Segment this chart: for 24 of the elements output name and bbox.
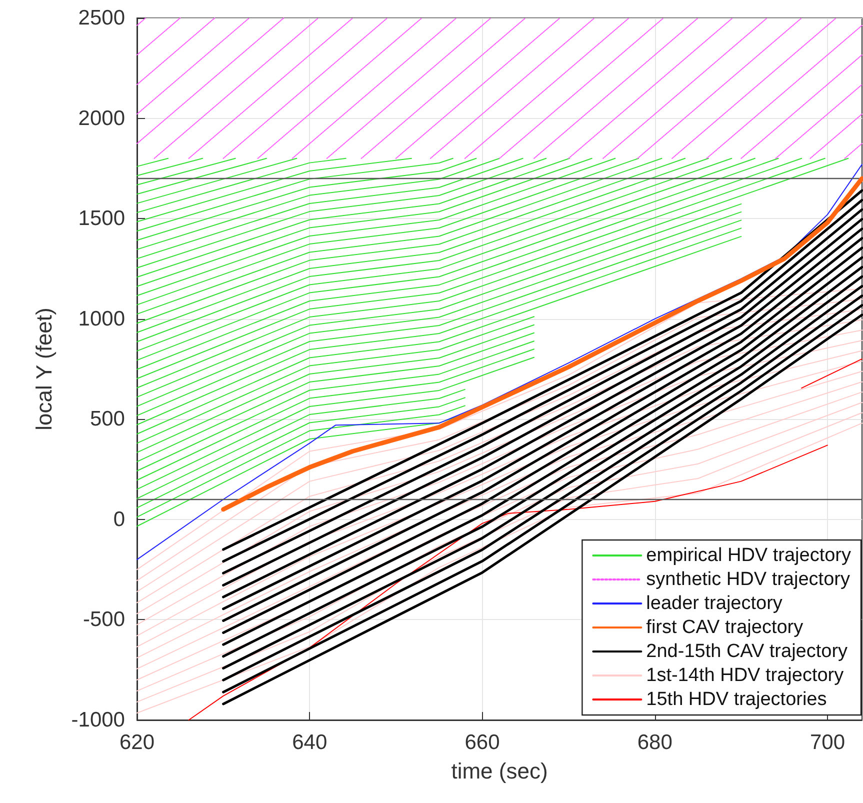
legend-label: empirical HDV trajectory [646,545,852,566]
x-tick-label: 700 [810,731,845,754]
legend-label: 1st-14th HDV trajectory [646,665,844,686]
x-tick-label: 680 [637,731,672,754]
y-tick-label: 2500 [78,6,125,30]
y-tick-label: -500 [82,608,125,632]
x-tick-label: 640 [292,731,328,754]
legend-label: 2nd-15th CAV trajectory [646,641,848,662]
y-tick-label: 1000 [78,307,125,330]
y-tick-label: -1000 [71,708,125,732]
y-tick-label: 500 [90,408,125,431]
legend-label: synthetic HDV trajectory [646,569,850,590]
y-tick-label: 0 [113,508,125,531]
line-series [136,158,477,241]
y-tick-label: 2000 [78,106,125,130]
y-tick-label: 1500 [78,207,125,230]
legend-label: 15th HDV trajectories [646,689,827,710]
x-axis-title: time (sec) [451,758,548,784]
y-axis-title: local Y (feet) [32,308,56,430]
line-series [136,158,454,232]
legend-label: first CAV trajectory [646,617,804,638]
x-tick-label: 620 [119,731,155,754]
legend-label: leader trajectory [646,593,783,614]
x-tick-label: 660 [464,731,500,754]
